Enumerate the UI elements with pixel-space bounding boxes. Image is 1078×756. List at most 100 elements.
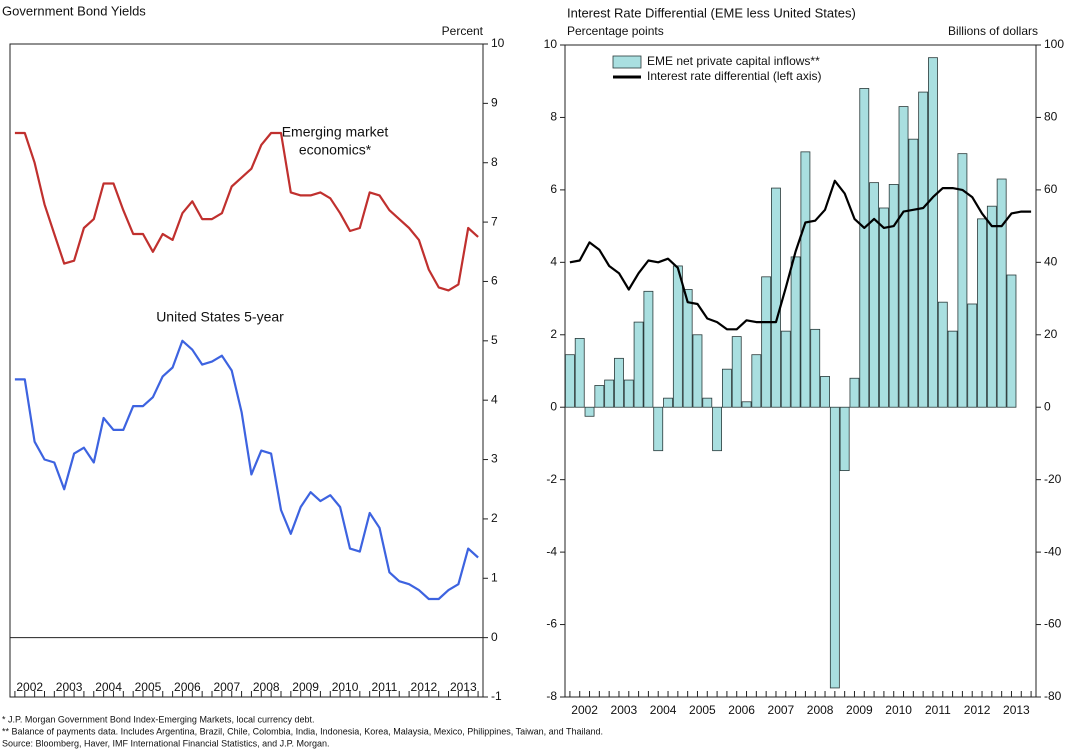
x-tick-label: 2003: [611, 703, 638, 717]
bar: [761, 276, 772, 408]
legend-label: EME net private capital inflows**: [647, 54, 820, 68]
y2-tick-label: -80: [1044, 689, 1062, 703]
legend-swatch: [612, 55, 642, 69]
y-tick-label: -8: [546, 689, 557, 703]
bar: [564, 354, 575, 408]
bar: [1006, 274, 1017, 408]
footnote: * J.P. Morgan Government Bond Index-Emer…: [2, 714, 314, 724]
x-tick-label: 2009: [292, 680, 319, 694]
y-tick-label: 3: [491, 452, 498, 466]
bar: [702, 397, 713, 408]
legend-label: Interest rate differential (left axis): [647, 69, 822, 83]
bar: [614, 357, 624, 408]
bar: [947, 330, 958, 408]
x-tick-label: 2008: [253, 680, 280, 694]
y-tick-label: 10: [544, 37, 558, 51]
chart-title: Interest Rate Differential (EME less Uni…: [567, 5, 856, 20]
bar: [937, 301, 948, 408]
x-tick-label: 2011: [372, 680, 398, 694]
y2-tick-label: 40: [1044, 255, 1058, 269]
y-tick-label: -6: [546, 617, 557, 631]
y-tick-label: 10: [491, 36, 505, 50]
series-label: Emerging market: [282, 124, 389, 140]
x-tick-label: 2009: [846, 703, 873, 717]
x-tick-label: 2004: [650, 703, 677, 717]
bar: [633, 321, 644, 408]
bar: [928, 57, 938, 408]
y2-tick-label: -20: [1044, 472, 1062, 486]
x-tick-label: 2005: [689, 703, 716, 717]
bar: [692, 334, 703, 408]
axis-label: Billions of dollars: [948, 24, 1038, 38]
line: [569, 179, 1032, 331]
bar: [790, 256, 801, 408]
line: [14, 131, 479, 292]
y-tick-label: 9: [491, 96, 498, 110]
x-tick-label: 2011: [925, 703, 951, 717]
bar: [712, 406, 723, 452]
chart-title: Government Bond Yields: [2, 3, 146, 18]
bar: [594, 385, 605, 408]
x-tick-label: 2013: [1003, 703, 1030, 717]
x-tick-label: 2007: [213, 680, 240, 694]
y-tick-label: -2: [546, 472, 557, 486]
axis-label: Percent: [442, 24, 484, 38]
x-tick-label: 2007: [768, 703, 795, 717]
y2-tick-label: -40: [1044, 544, 1062, 558]
bar: [643, 290, 654, 408]
bar: [604, 379, 615, 408]
y-tick-label: 4: [491, 392, 498, 406]
y2-tick-label: -60: [1044, 617, 1062, 631]
bar: [731, 336, 742, 408]
plot-frame: [9, 43, 484, 698]
bar: [682, 289, 693, 408]
bar: [829, 406, 840, 689]
y-tick-label: 1: [491, 570, 498, 584]
bar: [878, 207, 889, 408]
bar: [996, 178, 1007, 408]
bar: [672, 265, 683, 408]
bar: [820, 376, 830, 408]
line: [14, 339, 479, 601]
x-tick-label: 2008: [807, 703, 834, 717]
x-tick-label: 2002: [16, 680, 43, 694]
bar: [888, 184, 899, 408]
x-tick-label: 2006: [728, 703, 755, 717]
x-tick-label: 2004: [95, 680, 122, 694]
y-tick-label: 8: [550, 110, 557, 124]
bar: [839, 406, 850, 472]
x-tick-label: 2002: [571, 703, 598, 717]
bar: [721, 368, 732, 408]
bar: [584, 406, 595, 417]
bar: [898, 106, 909, 408]
y2-tick-label: 20: [1044, 327, 1058, 341]
bar: [771, 187, 781, 408]
footnote: Source: Bloomberg, Haver, IMF Internatio…: [2, 738, 330, 748]
bar: [751, 354, 762, 408]
bar: [908, 138, 919, 408]
bar: [967, 303, 978, 408]
axis-label: Percentage points: [567, 24, 664, 38]
bar: [986, 205, 997, 408]
x-tick-label: 2006: [174, 680, 201, 694]
y-tick-label: 5: [491, 333, 498, 347]
x-tick-label: 2003: [56, 680, 83, 694]
bar: [800, 151, 811, 408]
bar: [741, 401, 752, 408]
y-tick-label: 4: [550, 255, 557, 269]
y-tick-label: 2: [550, 327, 557, 341]
y-tick-label: -4: [546, 544, 557, 558]
y-tick-label: -1: [491, 689, 502, 703]
bar: [574, 337, 585, 408]
y-tick-label: 2: [491, 511, 498, 525]
bar: [977, 218, 987, 408]
x-tick-label: 2010: [885, 703, 912, 717]
bar: [780, 330, 791, 408]
y-tick-label: 0: [550, 399, 557, 413]
bar: [869, 182, 880, 408]
bar: [957, 153, 968, 408]
y2-tick-label: 60: [1044, 182, 1058, 196]
x-tick-label: 2013: [450, 680, 477, 694]
y-tick-label: 7: [491, 214, 498, 228]
